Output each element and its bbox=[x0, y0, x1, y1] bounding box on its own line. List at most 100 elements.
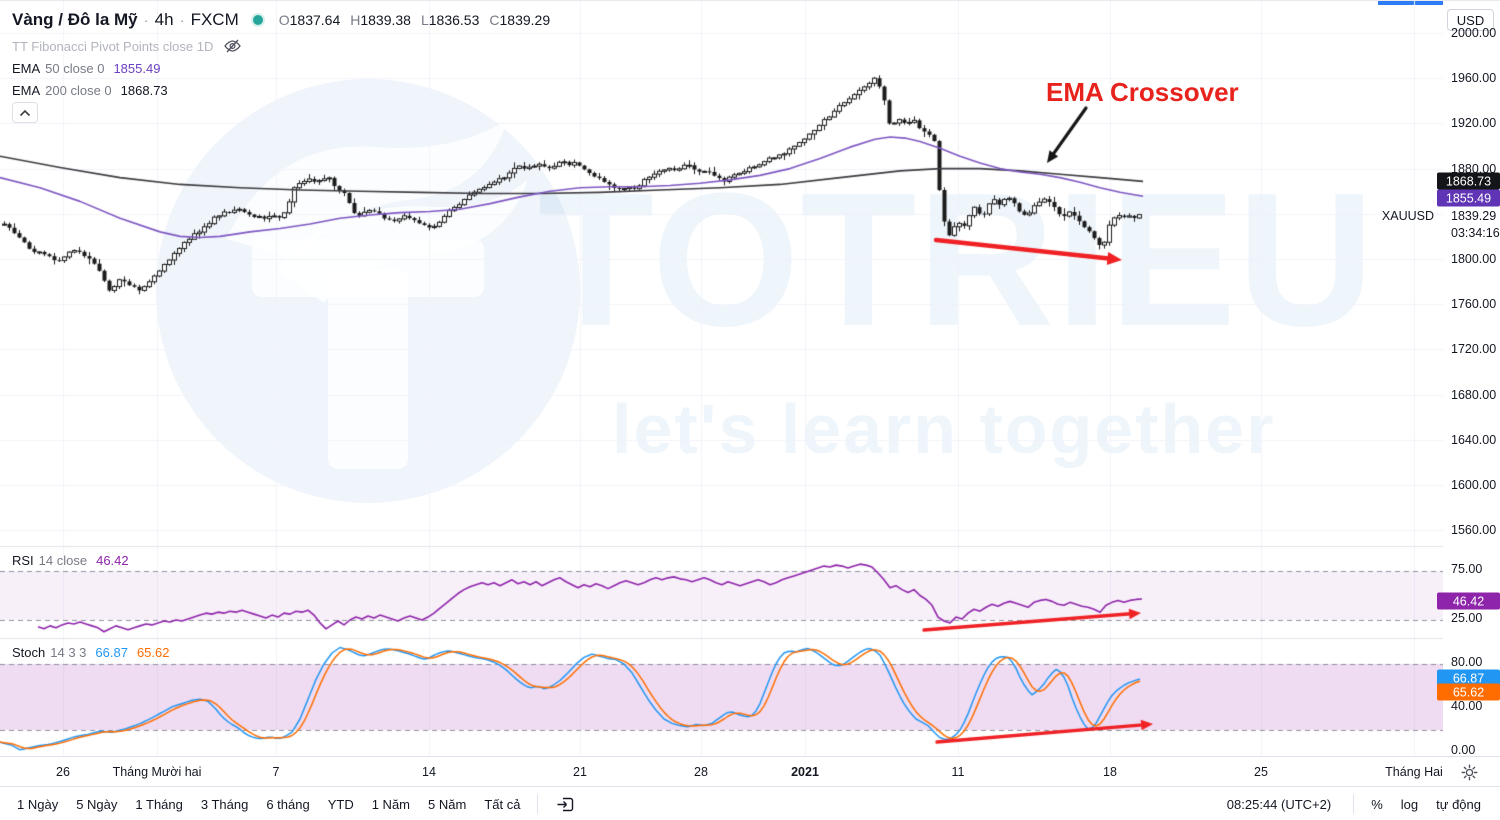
symbol-row[interactable]: Vàng / Đô la Mỹ · 4h · FXCM O1837.64 H18… bbox=[12, 7, 560, 33]
range-button-1-ngày[interactable]: 1 Ngày bbox=[8, 793, 67, 816]
currency-toggle-button[interactable]: USD bbox=[1447, 9, 1494, 31]
legend-collapse-button[interactable] bbox=[12, 102, 38, 123]
open-value: 1837.64 bbox=[289, 12, 341, 28]
eye-off-icon[interactable] bbox=[223, 38, 242, 54]
range-button-1-tháng[interactable]: 1 Tháng bbox=[126, 793, 191, 816]
rsi-params: 14 close bbox=[38, 552, 88, 568]
time-tick-label: 7 bbox=[272, 764, 280, 779]
ema200-name[interactable]: EMA bbox=[12, 82, 41, 98]
rsi-tick-label: 75.00 bbox=[1451, 562, 1483, 576]
symbol-title[interactable]: Vàng / Đô la Mỹ bbox=[12, 10, 138, 29]
time-tick-label: 26 bbox=[56, 764, 70, 779]
last-price-label: 1839.29 bbox=[1451, 209, 1497, 223]
price-tick-label: 1640.00 bbox=[1451, 432, 1497, 447]
price-tick-label: 1560.00 bbox=[1451, 523, 1497, 538]
stoch-legend-row[interactable]: Stoch 14 3 3 66.87 65.62 bbox=[12, 641, 170, 663]
exchange-label[interactable]: FXCM bbox=[190, 10, 239, 29]
rsi-name[interactable]: RSI bbox=[12, 552, 34, 568]
toolbar-right-group: 08:25:44 (UTC+2) % log tự động bbox=[1227, 793, 1490, 816]
ema-crossover-annotation[interactable]: EMA Crossover bbox=[1046, 77, 1239, 107]
low-label: L bbox=[420, 12, 429, 28]
chevron-up-icon bbox=[19, 109, 31, 116]
indicator-row-ema200[interactable]: EMA 200 close 0 1868.73 bbox=[12, 79, 560, 101]
range-button-1-năm[interactable]: 1 Năm bbox=[363, 793, 419, 816]
ema50-params: 50 close 0 bbox=[45, 60, 105, 76]
ema200-value: 1868.73 bbox=[120, 82, 168, 98]
time-tick-label: 2021 bbox=[791, 764, 819, 779]
price-tick-label: 2000.00 bbox=[1451, 26, 1497, 40]
stoch-value-badge: 66.87 bbox=[1437, 669, 1500, 687]
price-label-badge: 1855.49 bbox=[1437, 189, 1500, 207]
price-tick-label: 1760.00 bbox=[1451, 297, 1497, 312]
close-value: 1839.29 bbox=[499, 12, 551, 28]
stoch-params: 14 3 3 bbox=[50, 644, 87, 660]
price-tick-label: 1600.00 bbox=[1451, 478, 1497, 492]
ema50-value: 1855.49 bbox=[113, 60, 161, 76]
time-axis[interactable]: 26 Tháng Mười hai 7 14 21 28 2021 11 18 25 Tháng H… bbox=[0, 757, 1500, 786]
gear-icon[interactable] bbox=[1456, 761, 1482, 783]
range-button-5-ngày[interactable]: 5 Ngày bbox=[67, 793, 126, 816]
toolbar-border bbox=[0, 786, 1500, 787]
indicator-row-pivot[interactable]: TT Fibonacci Pivot Points close 1D bbox=[12, 35, 560, 57]
price-tick-label: 1720.00 bbox=[1451, 342, 1497, 357]
timeframe-label[interactable]: 4h bbox=[154, 10, 174, 29]
stoch-k-value: 66.87 bbox=[95, 644, 128, 660]
high-value: 1839.38 bbox=[360, 12, 411, 28]
time-tick-label: Tháng Hai bbox=[1385, 764, 1443, 779]
bottom-toolbar: 1 Ngày 5 Ngày 1 Tháng 3 Tháng 6 tháng YTD 1 Nă… bbox=[0, 787, 1500, 820]
close-label: C bbox=[489, 12, 500, 28]
go-to-date-button[interactable] bbox=[546, 792, 584, 817]
stoch-d-value: 65.62 bbox=[136, 644, 170, 660]
separator-dot: · bbox=[143, 11, 149, 29]
price-tick-label: 1800.00 bbox=[1451, 252, 1497, 266]
time-axis-border bbox=[0, 756, 1500, 757]
stoch-tick-label: 40.00 bbox=[1451, 699, 1483, 713]
last-price-symbol-label: XAUUSD bbox=[1381, 209, 1434, 223]
toolbar-divider bbox=[537, 794, 539, 814]
range-button-tất-cả[interactable]: Tất cả bbox=[475, 793, 529, 816]
time-tick-label: 14 bbox=[422, 764, 436, 779]
rsi-legend-row[interactable]: RSI 14 close 46.42 bbox=[12, 549, 129, 571]
countdown-label: 03:34:16 bbox=[1451, 226, 1500, 240]
chart-legend: Vàng / Đô la Mỹ · 4h · FXCM O1837.64 H18… bbox=[12, 7, 560, 123]
price-axis[interactable]: USD 2000.00 1960.00 1920.00 1880.00 1800.00 1… bbox=[1437, 1, 1500, 757]
rsi-tick-label: 25.00 bbox=[1451, 611, 1483, 625]
clock-label[interactable]: 08:25:44 (UTC+2) bbox=[1226, 796, 1332, 812]
rsi-value-badge: 46.42 bbox=[1437, 592, 1500, 610]
stoch-value-badge: 65.62 bbox=[1437, 683, 1500, 701]
time-tick-label: 18 bbox=[1103, 764, 1117, 779]
stoch-tick-label: 0.00 bbox=[1451, 743, 1476, 757]
time-tick-label: 28 bbox=[694, 764, 708, 779]
separator-dot: · bbox=[179, 11, 185, 29]
price-tick-label: 1960.00 bbox=[1451, 71, 1497, 86]
range-button-5-năm[interactable]: 5 Năm bbox=[419, 793, 475, 816]
indicator-row-ema50[interactable]: EMA 50 close 0 1855.49 bbox=[12, 57, 560, 79]
ohlc-values: O1837.64 H1839.38 L1836.53 C1839.29 bbox=[279, 12, 560, 28]
high-label: H bbox=[350, 12, 361, 28]
toolbar-button-%[interactable]: % bbox=[1362, 793, 1392, 816]
ema200-params: 200 close 0 bbox=[45, 82, 112, 98]
price-label-badge: 1868.73 bbox=[1437, 172, 1500, 190]
stoch-tick-label: 80.00 bbox=[1451, 655, 1483, 669]
date-range-buttons: 1 Ngày 5 Ngày 1 Tháng 3 Tháng 6 tháng YTD 1 Nă… bbox=[0, 793, 529, 816]
time-tick-label: 25 bbox=[1254, 764, 1268, 779]
go-to-date-icon bbox=[557, 797, 574, 811]
market-status-dot-icon bbox=[252, 15, 263, 25]
range-button-6-tháng[interactable]: 6 tháng bbox=[257, 793, 318, 816]
open-label: O bbox=[278, 12, 290, 28]
rsi-value: 46.42 bbox=[96, 552, 129, 568]
ema50-name[interactable]: EMA bbox=[12, 60, 41, 76]
range-button-3-tháng[interactable]: 3 Tháng bbox=[192, 793, 257, 816]
pivot-indicator-label[interactable]: TT Fibonacci Pivot Points close 1D bbox=[12, 38, 214, 54]
toolbar-button-tự-động[interactable]: tự động bbox=[1427, 793, 1490, 816]
toolbar-button-log[interactable]: log bbox=[1392, 793, 1427, 816]
chart-canvas[interactable] bbox=[0, 1, 1443, 756]
range-button-ytd[interactable]: YTD bbox=[319, 793, 363, 816]
time-tick-label: 21 bbox=[573, 764, 587, 779]
toolbar-divider bbox=[1353, 794, 1355, 814]
price-tick-label: 1920.00 bbox=[1451, 116, 1497, 131]
price-tick-label: 1880.00 bbox=[1451, 161, 1497, 176]
stoch-name[interactable]: Stoch bbox=[12, 644, 46, 660]
price-tick-label: 1680.00 bbox=[1451, 387, 1497, 402]
